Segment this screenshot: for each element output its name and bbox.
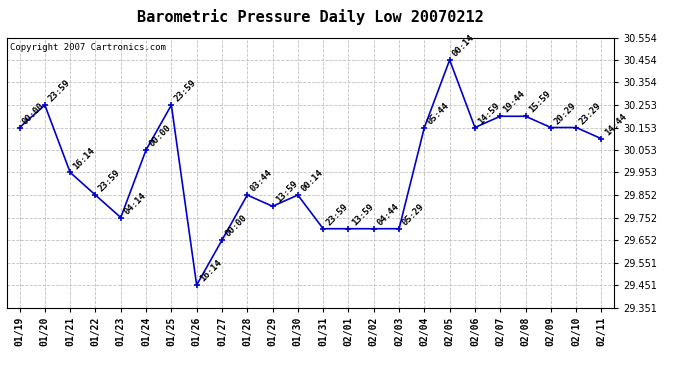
Text: 13:59: 13:59	[350, 202, 375, 227]
Text: Copyright 2007 Cartronics.com: Copyright 2007 Cartronics.com	[10, 43, 166, 52]
Text: 20:29: 20:29	[552, 101, 578, 126]
Text: 04:44: 04:44	[375, 202, 400, 227]
Text: 00:14: 00:14	[451, 33, 476, 58]
Text: 00:14: 00:14	[299, 168, 324, 194]
Text: 23:59: 23:59	[46, 78, 72, 104]
Text: 00:00: 00:00	[224, 213, 248, 239]
Text: 04:14: 04:14	[122, 191, 148, 216]
Text: 14:44: 14:44	[603, 112, 628, 137]
Text: 00:00: 00:00	[148, 123, 172, 148]
Text: 19:44: 19:44	[502, 90, 527, 115]
Text: 23:29: 23:29	[578, 101, 603, 126]
Text: 05:29: 05:29	[400, 202, 426, 227]
Text: 23:59: 23:59	[97, 168, 122, 194]
Text: 05:44: 05:44	[426, 101, 451, 126]
Text: 23:59: 23:59	[324, 202, 350, 227]
Text: 14:59: 14:59	[476, 101, 502, 126]
Text: 16:14: 16:14	[72, 146, 97, 171]
Text: 00:00: 00:00	[21, 101, 46, 126]
Text: 16:14: 16:14	[198, 258, 224, 284]
Text: 13:59: 13:59	[274, 180, 299, 205]
Text: 23:59: 23:59	[172, 78, 198, 104]
Text: Barometric Pressure Daily Low 20070212: Barometric Pressure Daily Low 20070212	[137, 9, 484, 26]
Text: 03:44: 03:44	[248, 168, 274, 194]
Text: 15:59: 15:59	[527, 90, 552, 115]
